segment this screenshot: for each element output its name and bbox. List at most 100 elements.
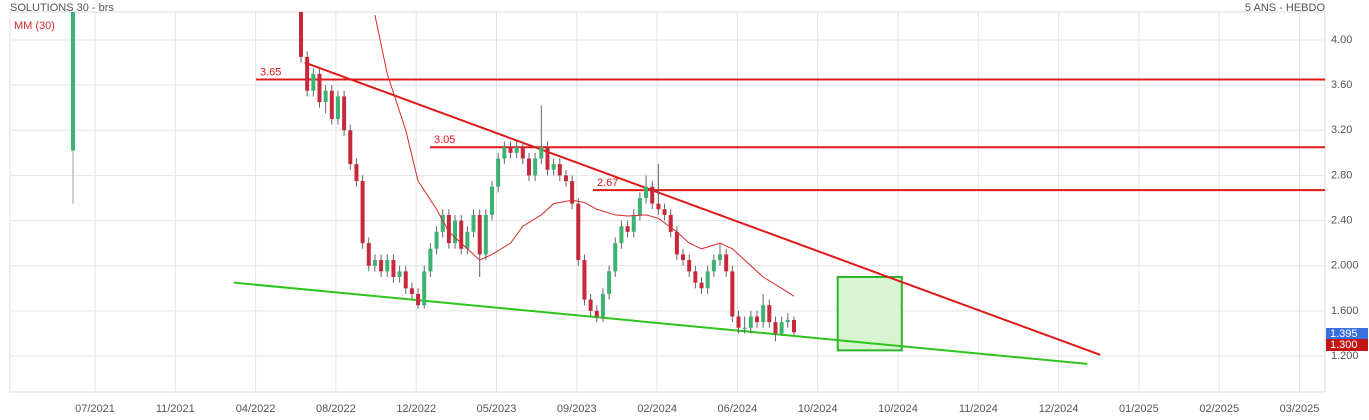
level-label: 2.67 (597, 177, 618, 189)
candle-body (779, 322, 784, 334)
candle-body (650, 186, 655, 204)
candle-body (335, 96, 340, 119)
x-tick-label: 01/2025 (1119, 403, 1159, 415)
candle-body (360, 181, 365, 244)
x-tick-label: 07/2021 (75, 403, 115, 415)
candle-body (459, 220, 464, 249)
x-tick-label: 09/2023 (557, 403, 597, 415)
candle-body (496, 158, 501, 187)
candle-body (453, 220, 458, 244)
candle-body (662, 209, 667, 215)
x-tick-label: 02/2025 (1199, 403, 1239, 415)
price-tag-label: 1.395 (1330, 328, 1358, 340)
plot-layer: 3.65 3.05 2.67 (71, 12, 1325, 365)
ma-line (374, 15, 795, 297)
price-tag (1326, 338, 1368, 351)
candle-body (619, 226, 624, 244)
y-tick-label: 4.00 (1331, 34, 1352, 46)
trendline (304, 61, 1101, 356)
candle-body (563, 175, 568, 182)
legend-entry: MM (30) (14, 20, 55, 32)
candle-body (773, 322, 778, 334)
candle-body (551, 164, 556, 170)
candle-body (305, 56, 310, 91)
chart-subtitle: 5 ANS - HEBDO (1245, 2, 1326, 14)
candle-body (446, 214, 451, 244)
candle-body (366, 243, 371, 266)
candle-body (434, 231, 439, 249)
candle-body (397, 271, 402, 277)
x-tick-label: 06/2024 (718, 403, 758, 415)
candle-body (637, 197, 642, 215)
chart-title: SOLUTIONS 30 - brs (10, 2, 114, 14)
y-tick-label: 1.200 (1331, 350, 1359, 362)
candle-body (693, 271, 698, 283)
candle-body (71, 12, 75, 151)
x-tick-label: 02/2024 (637, 403, 677, 415)
candle-body (570, 181, 575, 204)
candle-body (514, 147, 519, 153)
candle-body (379, 260, 384, 272)
candle-body (483, 214, 488, 255)
candle-body (539, 147, 544, 159)
candle-body (631, 214, 636, 232)
candle-body (391, 260, 396, 277)
candle-body (557, 164, 562, 176)
candle-body (317, 73, 322, 103)
candle-body (705, 271, 710, 289)
candle-body (403, 271, 408, 289)
candle-body (465, 231, 470, 249)
candle-body (687, 260, 692, 272)
candle-body (342, 96, 347, 131)
candle-body (502, 147, 507, 159)
candle-body (754, 316, 759, 323)
candle-body (656, 203, 661, 210)
level-label: 3.65 (260, 66, 281, 78)
candle-body (711, 260, 716, 272)
candle-body (791, 319, 796, 333)
x-tick-label: 03/2025 (1280, 403, 1320, 415)
x-tick-label: 08/2022 (316, 403, 356, 415)
candle-body (767, 305, 772, 323)
candle-body (471, 214, 476, 232)
x-tick-label: 10/2024 (878, 403, 918, 415)
candle-body (724, 254, 729, 272)
x-tick-label: 11/2024 (959, 403, 998, 415)
candle-body (742, 327, 747, 329)
trendline (233, 281, 1088, 365)
y-tick-label: 3.60 (1331, 79, 1352, 91)
candle-body (582, 260, 587, 300)
candle-body (607, 271, 612, 294)
candle-body (576, 203, 581, 261)
y-tick-label: 2.80 (1331, 169, 1352, 181)
candle-body (440, 214, 445, 232)
candle-body (354, 164, 359, 182)
y-tick-label: 3.20 (1331, 124, 1352, 136)
candle-body (674, 231, 679, 255)
target-box (836, 275, 903, 352)
level-label: 3.05 (434, 134, 455, 146)
candle-body (681, 254, 686, 261)
candle-body (625, 226, 630, 232)
x-tick-label: 11/2021 (156, 403, 195, 415)
y-tick-label: 2.000 (1331, 260, 1359, 272)
price-tag (1326, 327, 1368, 340)
candle-body (718, 254, 723, 261)
candle-body (416, 293, 421, 306)
candle-body (785, 319, 790, 323)
candle-body (329, 90, 334, 119)
candle-body (477, 214, 482, 255)
candle-body (298, 12, 303, 57)
candle-body (736, 316, 741, 328)
candle-body (761, 305, 766, 323)
candle-body (372, 260, 377, 266)
candle-body (699, 282, 704, 289)
candle-body (594, 310, 599, 317)
candle-body (508, 147, 513, 153)
candle-body (545, 147, 550, 170)
x-tick-label: 05/2023 (477, 403, 517, 415)
y-tick-label: 2.40 (1331, 214, 1352, 226)
x-tick-label: 04/2022 (236, 403, 276, 415)
candle-body (490, 186, 495, 215)
